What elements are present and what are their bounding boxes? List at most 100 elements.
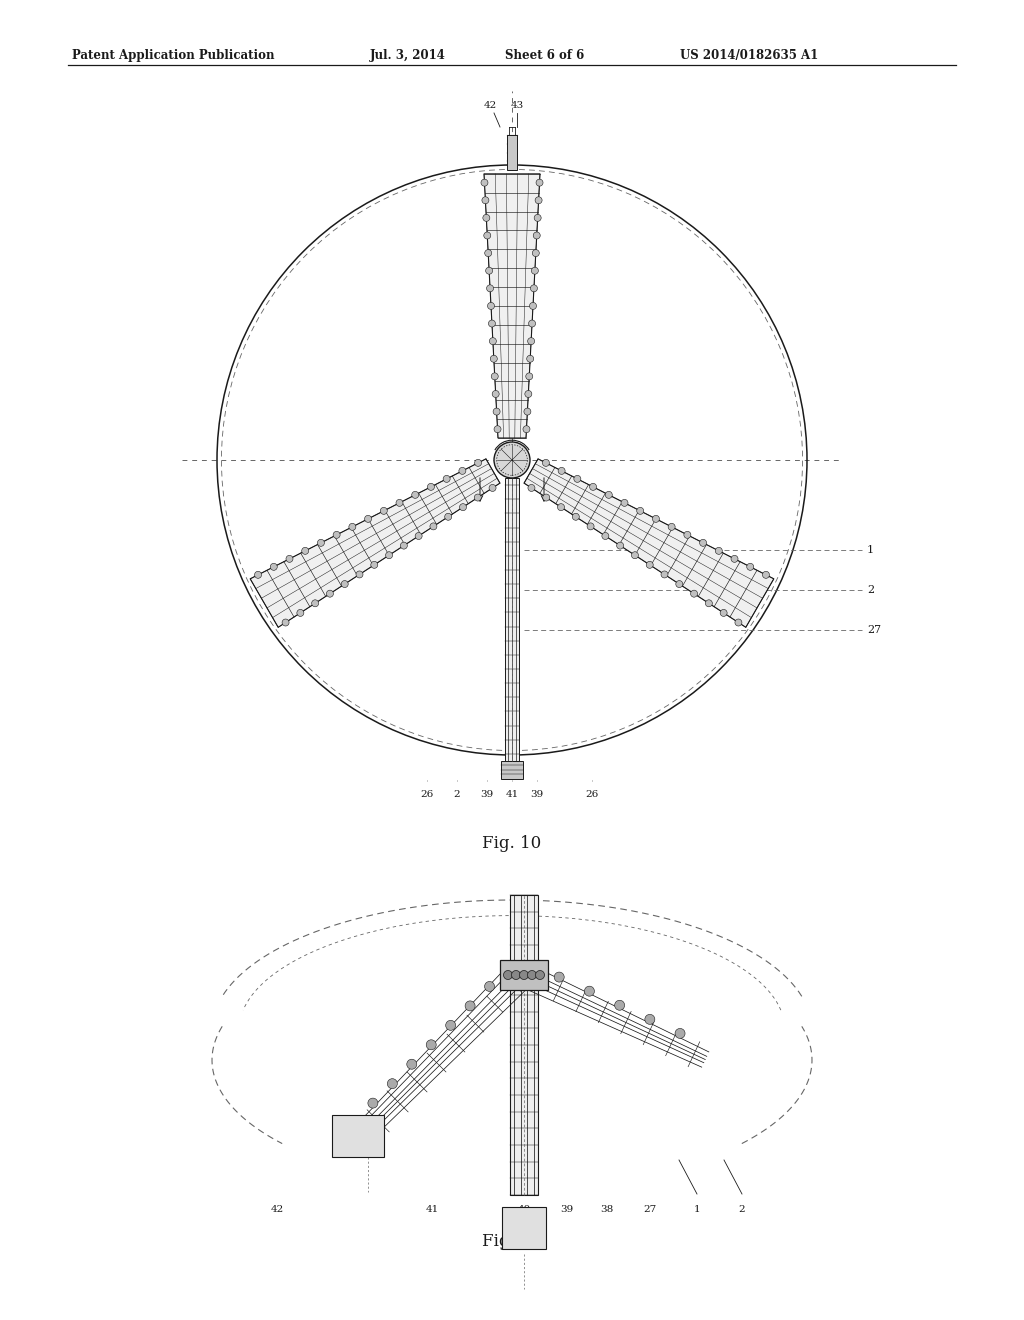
Circle shape (536, 180, 543, 186)
Text: 26: 26 (421, 789, 433, 799)
Circle shape (684, 532, 691, 539)
Circle shape (543, 494, 550, 502)
Circle shape (484, 982, 495, 991)
Circle shape (426, 1040, 436, 1049)
Circle shape (602, 532, 609, 540)
Circle shape (371, 561, 378, 569)
Text: 42: 42 (483, 102, 497, 110)
Circle shape (558, 467, 565, 474)
Circle shape (460, 504, 467, 511)
Circle shape (396, 499, 403, 507)
Circle shape (282, 619, 289, 626)
Text: 41: 41 (425, 1205, 438, 1214)
Text: Patent Application Publication: Patent Application Publication (72, 49, 274, 62)
Circle shape (493, 391, 499, 397)
Circle shape (297, 610, 304, 616)
Circle shape (519, 970, 528, 979)
Bar (507, 135, 517, 170)
Circle shape (311, 599, 318, 607)
Circle shape (494, 425, 501, 433)
Circle shape (675, 1028, 685, 1039)
Text: Sheet 6 of 6: Sheet 6 of 6 (505, 49, 585, 62)
Text: 39: 39 (530, 789, 544, 799)
Circle shape (524, 408, 530, 414)
Polygon shape (484, 174, 540, 438)
Text: 39: 39 (560, 1205, 573, 1214)
Circle shape (528, 319, 536, 327)
Circle shape (333, 532, 340, 539)
Circle shape (474, 459, 481, 466)
Text: US 2014/0182635 A1: US 2014/0182635 A1 (680, 49, 818, 62)
Circle shape (488, 319, 496, 327)
Circle shape (554, 972, 564, 982)
Text: 38: 38 (600, 1205, 613, 1214)
Circle shape (662, 572, 668, 578)
Circle shape (327, 590, 334, 597)
Circle shape (459, 467, 466, 474)
Text: 2: 2 (738, 1205, 745, 1214)
Circle shape (368, 1098, 378, 1107)
Circle shape (557, 504, 564, 511)
Circle shape (387, 1078, 397, 1089)
Circle shape (590, 483, 597, 490)
Circle shape (585, 986, 594, 997)
Bar (500, 960, 548, 990)
Circle shape (494, 442, 530, 478)
Circle shape (525, 372, 532, 380)
Circle shape (605, 491, 612, 499)
Circle shape (536, 197, 542, 203)
Text: 39: 39 (480, 789, 494, 799)
Circle shape (489, 338, 497, 345)
Circle shape (407, 1059, 417, 1069)
Polygon shape (524, 459, 774, 627)
Circle shape (483, 214, 489, 222)
Circle shape (317, 540, 325, 546)
Circle shape (720, 610, 727, 616)
Circle shape (746, 564, 754, 570)
Circle shape (465, 1001, 475, 1011)
Circle shape (528, 484, 535, 491)
Text: 43: 43 (510, 102, 523, 110)
Circle shape (483, 232, 490, 239)
Circle shape (525, 391, 531, 397)
Bar (333, 1114, 384, 1156)
Bar (501, 760, 523, 779)
Circle shape (430, 523, 437, 529)
Text: 2: 2 (867, 585, 874, 595)
Circle shape (716, 548, 722, 554)
Circle shape (445, 1020, 456, 1031)
Circle shape (474, 494, 481, 502)
Circle shape (637, 507, 644, 515)
Circle shape (485, 267, 493, 275)
Text: 2: 2 (454, 789, 461, 799)
Circle shape (690, 590, 697, 597)
Circle shape (400, 543, 408, 549)
Circle shape (532, 249, 540, 256)
Circle shape (380, 507, 387, 515)
Circle shape (527, 338, 535, 345)
Circle shape (365, 515, 372, 523)
Circle shape (632, 552, 638, 558)
Circle shape (443, 475, 451, 482)
Circle shape (587, 523, 594, 529)
Circle shape (486, 285, 494, 292)
Text: Fig. 11: Fig. 11 (482, 1233, 542, 1250)
Text: Jul. 3, 2014: Jul. 3, 2014 (370, 49, 445, 62)
Circle shape (706, 599, 713, 607)
Text: 26: 26 (586, 789, 599, 799)
Circle shape (444, 513, 452, 520)
Circle shape (652, 515, 659, 523)
Circle shape (536, 970, 545, 979)
Circle shape (526, 355, 534, 362)
Text: 41: 41 (506, 789, 518, 799)
Circle shape (512, 970, 520, 979)
Circle shape (668, 523, 675, 531)
Circle shape (356, 572, 362, 578)
Polygon shape (250, 459, 500, 627)
Circle shape (676, 581, 683, 587)
Circle shape (487, 302, 495, 309)
Circle shape (492, 372, 499, 380)
Text: 42: 42 (270, 1205, 284, 1214)
Circle shape (614, 1001, 625, 1010)
Circle shape (735, 619, 742, 626)
